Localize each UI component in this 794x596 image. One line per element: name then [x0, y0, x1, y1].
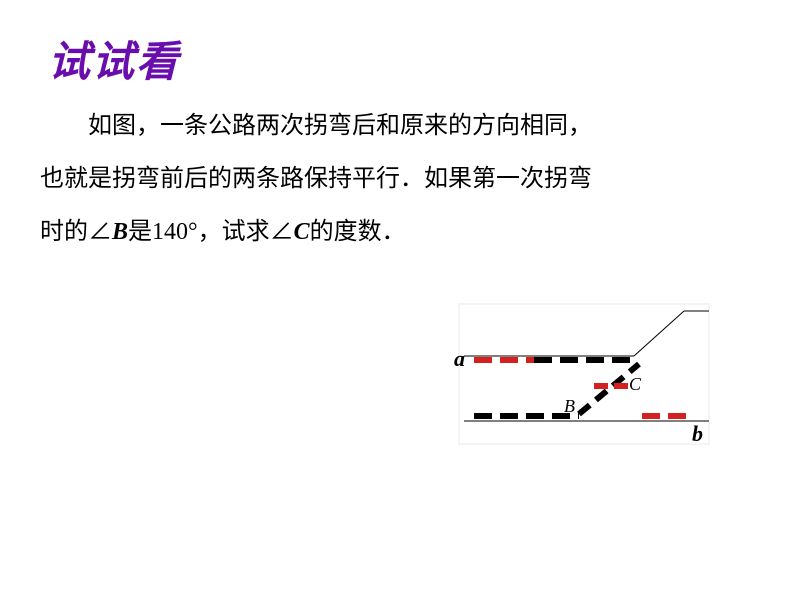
label-a: a [454, 346, 465, 372]
body-line3-suffix: 的度数． [310, 219, 406, 245]
body-line1: 如图，一条公路两次拐弯后和原来的方向相同， [88, 113, 592, 139]
problem-text: 如图，一条公路两次拐弯后和原来的方向相同， 也就是拐弯前后的两条路保持平行．如果… [40, 100, 754, 258]
body-line2: 也就是拐弯前后的两条路保持平行．如果第一次拐弯 [40, 166, 592, 192]
title-text: 试试看 [48, 40, 180, 86]
road-diagram: a b B C [434, 296, 714, 476]
body-line3-mid: 是140°，试求∠ [128, 219, 294, 245]
page-title: 试试看 [48, 28, 180, 89]
label-B-angle: B [564, 396, 575, 417]
diagram-bg [459, 304, 709, 444]
body-line3-prefix: 时的∠ [40, 219, 112, 245]
label-C-angle: C [629, 374, 641, 395]
var-B: B [112, 219, 128, 245]
diagram-svg [434, 296, 714, 476]
var-C: C [294, 219, 310, 245]
point-B [579, 409, 583, 413]
label-b: b [692, 421, 703, 447]
